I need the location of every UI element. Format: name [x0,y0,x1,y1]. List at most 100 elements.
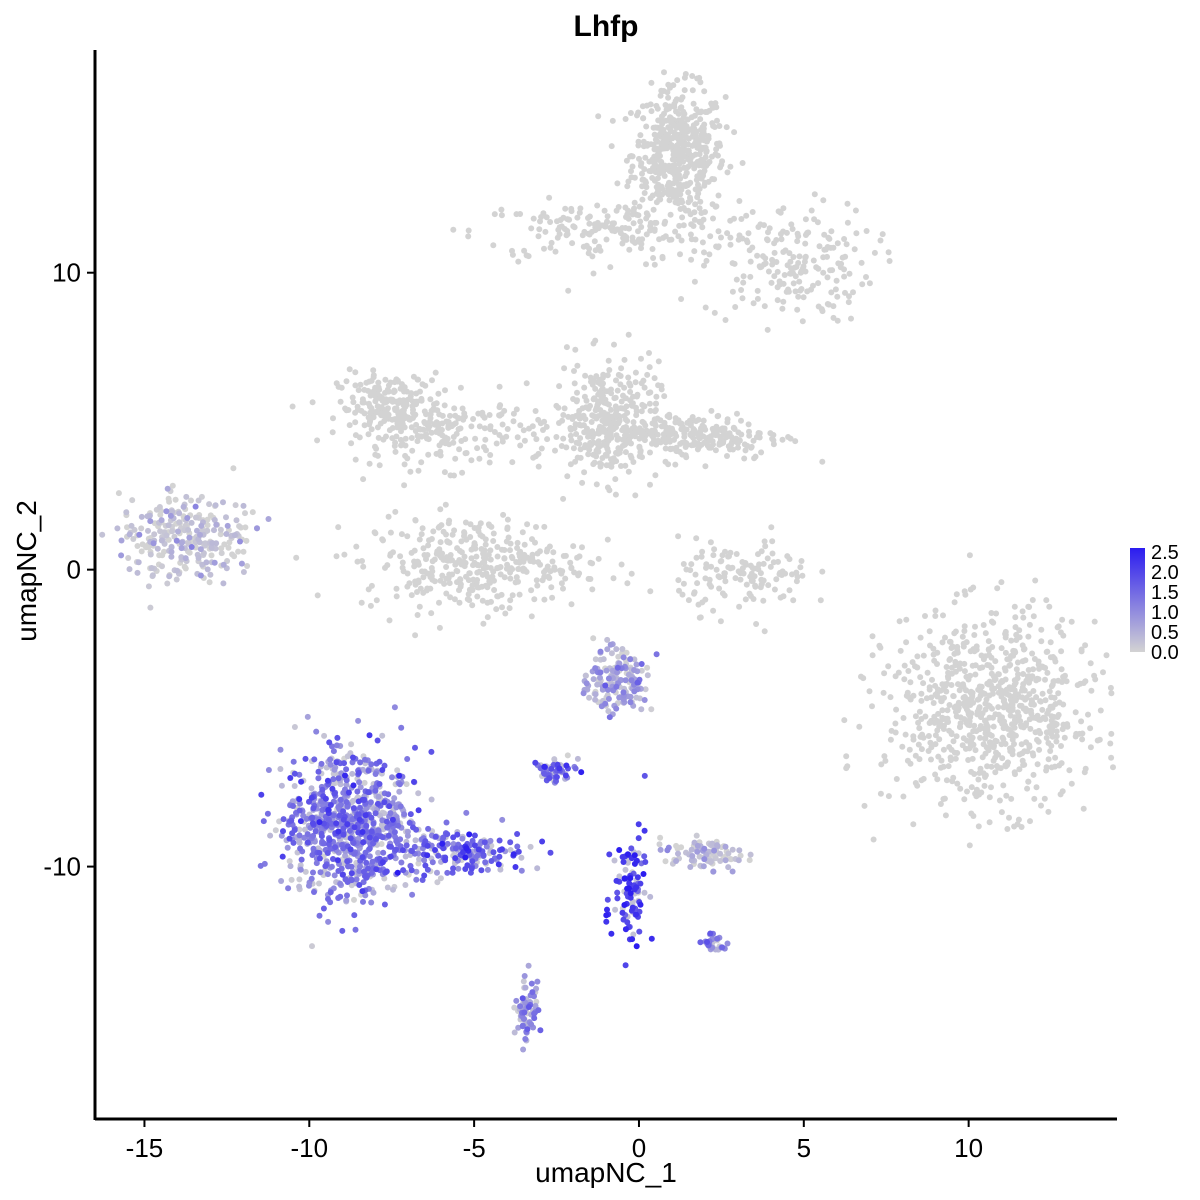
data-point [438,522,445,529]
data-point [360,797,367,803]
data-point [755,224,762,230]
data-point [461,410,468,417]
data-point [885,663,892,670]
data-point [207,571,214,578]
data-point [690,162,697,169]
data-point [742,596,749,603]
data-point [690,223,697,229]
data-point [877,790,884,797]
data-point [966,842,973,849]
data-point [590,413,597,419]
data-point [764,236,770,243]
data-point [693,418,699,425]
data-point [986,744,992,751]
data-point [547,219,554,225]
data-point [380,849,387,856]
data-point [999,755,1006,762]
data-point [490,530,497,537]
data-point [735,857,742,864]
data-point [940,763,947,770]
data-point [826,235,833,242]
data-point [885,793,892,800]
data-point [672,419,679,426]
data-point [401,388,407,395]
data-point [537,218,543,225]
data-point [729,288,736,295]
data-point [953,591,960,598]
data-point [427,396,434,403]
data-point [587,402,593,409]
data-point [631,667,638,673]
data-point [712,432,719,439]
data-point [599,222,605,229]
data-point [507,839,514,846]
data-point [647,449,653,456]
data-point [666,197,673,204]
data-point [304,839,311,846]
data-point [657,92,664,99]
data-point [682,71,689,77]
data-point [604,536,611,543]
data-point [498,212,505,219]
data-point [333,820,340,827]
data-point [622,677,629,684]
data-point [447,412,453,419]
data-point [134,569,141,576]
data-point [1012,614,1019,621]
data-point [166,573,173,580]
data-point [932,607,939,614]
data-point [967,586,974,593]
data-point [286,858,293,865]
data-point [387,810,394,817]
data-point [570,223,577,230]
data-point [401,461,408,468]
data-point [331,766,338,773]
data-point [491,577,497,584]
data-point [930,645,937,652]
data-point [622,866,629,873]
data-point [465,233,472,240]
data-point [627,110,634,116]
data-point [968,743,974,749]
data-point [590,676,597,683]
data-point [565,216,572,223]
data-point [517,442,524,449]
data-point [318,833,325,840]
data-point [942,634,948,641]
data-point [460,416,467,423]
data-point [468,865,475,872]
data-point [352,382,359,389]
data-point [571,368,577,374]
data-point [727,163,734,170]
data-point [709,840,716,847]
data-point [402,403,409,410]
data-point [1055,690,1062,697]
data-point [396,772,403,779]
data-point [779,568,786,575]
data-point [979,664,986,671]
data-point [648,79,655,86]
data-point [696,205,703,212]
data-point [591,395,598,402]
data-point [943,777,950,784]
data-point [787,258,794,265]
data-point [936,736,943,743]
data-point [638,224,645,230]
data-point [935,710,942,717]
data-point [990,714,996,721]
data-point [944,707,951,714]
data-point [1035,738,1042,745]
data-point [450,439,457,446]
data-point [678,104,685,111]
data-point [401,811,408,818]
data-point [724,940,731,947]
data-point [993,763,1000,769]
data-point [437,448,444,455]
data-point [590,461,597,468]
data-point [426,537,432,544]
data-point [832,286,839,293]
data-point [632,239,638,246]
data-point [348,870,355,877]
data-point [638,355,644,362]
data-point [958,683,965,690]
